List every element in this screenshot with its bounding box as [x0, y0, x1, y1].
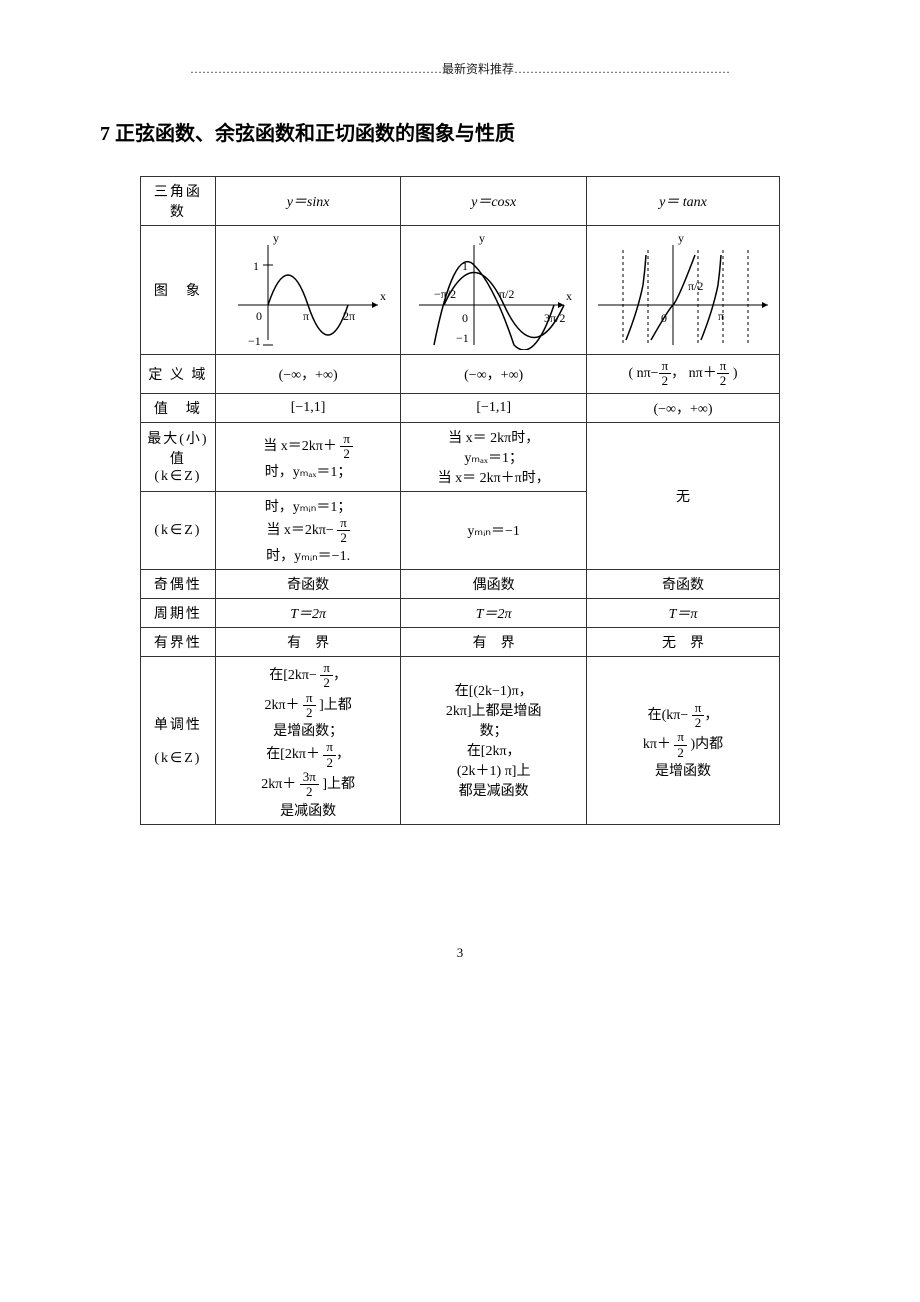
row-range-label: 值 域 — [141, 393, 216, 422]
cos-graph: y x 1 0 −1 −π/2 π/2 3π/2 — [401, 226, 587, 355]
tan-parity: 奇函数 — [586, 570, 779, 599]
svg-text:π: π — [303, 309, 309, 323]
tan-bounded: 无 界 — [586, 628, 779, 657]
svg-text:1: 1 — [462, 259, 468, 273]
cos-func: y＝cosx — [401, 177, 587, 226]
sin-maxmin1: 当 x＝2kπ＋ π2 时，yₘₐₓ＝1； — [215, 422, 401, 491]
sin-bounded: 有 界 — [215, 628, 401, 657]
sin-range: [−1,1] — [215, 393, 401, 422]
svg-text:π: π — [718, 309, 724, 323]
row-domain-label: 定 义 域 — [141, 355, 216, 394]
sin-graph: y x 1 −1 0 π 2π — [215, 226, 401, 355]
row-graph-label: 图 象 — [141, 226, 216, 355]
svg-text:π/2: π/2 — [688, 279, 703, 293]
svg-text:0: 0 — [661, 311, 667, 325]
sin-period: T＝2π — [215, 599, 401, 628]
cos-range: [−1,1] — [401, 393, 587, 422]
row-period-label: 周期性 — [141, 599, 216, 628]
sin-maxmin2: 时，yₘᵢₙ＝1； 当 x＝2kπ− π2 时，yₘᵢₙ＝−1. — [215, 491, 401, 570]
row-maxmin2-label: (k∈Z) — [141, 491, 216, 570]
header-dots: ………………………………………………………最新资料推荐…………………………………… — [100, 60, 820, 77]
tan-mono: 在(kπ− π2， kπ＋ π2 )内都 是增函数 — [586, 657, 779, 824]
tan-domain: ( nπ−π2， nπ＋π2 ) — [586, 355, 779, 394]
row-mono-label: 单调性 (k∈Z) — [141, 657, 216, 824]
svg-text:2π: 2π — [343, 309, 355, 323]
tan-func: y＝ tanx — [586, 177, 779, 226]
sin-parity: 奇函数 — [215, 570, 401, 599]
cos-bounded: 有 界 — [401, 628, 587, 657]
page-number: 3 — [100, 945, 820, 961]
svg-text:x: x — [380, 289, 386, 303]
svg-text:1: 1 — [253, 259, 259, 273]
cos-period: T＝2π — [401, 599, 587, 628]
svg-text:y: y — [678, 231, 684, 245]
row-parity-label: 奇偶性 — [141, 570, 216, 599]
trig-properties-table: 三角函数 y＝sinx y＝cosx y＝ tanx 图 象 y x 1 −1 — [140, 176, 780, 825]
cos-maxmin2: yₘᵢₙ＝−1 — [401, 491, 587, 570]
svg-text:y: y — [479, 231, 485, 245]
tan-graph: y 0 π/2 π — [586, 226, 779, 355]
cos-maxmin1: 当 x＝ 2kπ时， yₘₐₓ＝1； 当 x＝ 2kπ＋π时， — [401, 422, 587, 491]
svg-text:3π/2: 3π/2 — [544, 311, 565, 325]
svg-text:y: y — [273, 231, 279, 245]
svg-text:x: x — [566, 289, 572, 303]
row-bounded-label: 有界性 — [141, 628, 216, 657]
svg-text:0: 0 — [462, 311, 468, 325]
sin-func: y＝sinx — [215, 177, 401, 226]
cos-parity: 偶函数 — [401, 570, 587, 599]
section-title: 7 正弦函数、余弦函数和正切函数的图象与性质 — [100, 117, 820, 146]
svg-text:−π/2: −π/2 — [434, 287, 456, 301]
svg-text:−1: −1 — [456, 331, 469, 345]
cos-domain: (−∞，+∞) — [401, 355, 587, 394]
row-func-label: 三角函数 — [141, 177, 216, 226]
row-maxmin1-label: 最大(小) 值 (k∈Z) — [141, 422, 216, 491]
tan-period: T＝π — [586, 599, 779, 628]
svg-text:0: 0 — [256, 309, 262, 323]
tan-range: (−∞，+∞) — [586, 393, 779, 422]
tan-maxmin: 无 — [586, 422, 779, 570]
svg-text:−1: −1 — [248, 334, 261, 348]
sin-mono: 在[2kπ− π2， 2kπ＋ π2 ]上都 是增函数； 在[2kπ＋ π2， … — [215, 657, 401, 824]
cos-mono: 在[(2k−1)π， 2kπ]上都是增函 数； 在[2kπ， (2k＋1) π]… — [401, 657, 587, 824]
svg-text:π/2: π/2 — [499, 287, 514, 301]
sin-domain: (−∞，+∞) — [215, 355, 401, 394]
